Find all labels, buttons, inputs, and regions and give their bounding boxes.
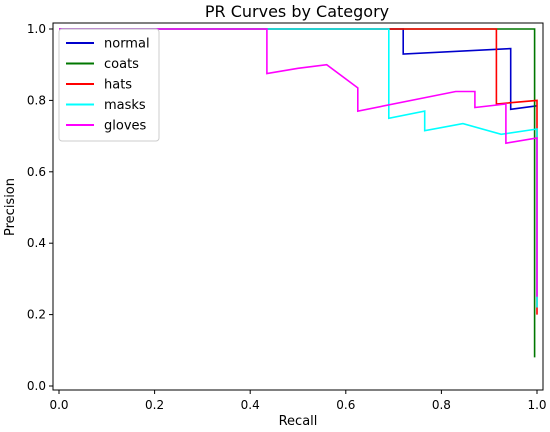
legend-label-normal: normal (104, 37, 150, 52)
y-tick-label-2: 0.4 (27, 236, 46, 250)
x-tick-label-1: 0.2 (145, 398, 164, 412)
x-tick-label-2: 0.4 (241, 398, 260, 412)
y-tick-label-1: 0.2 (27, 308, 46, 322)
y-tick-label-0: 0.0 (27, 379, 46, 393)
x-tick-label-5: 1.0 (527, 398, 546, 412)
y-tick-label-5: 1.0 (27, 22, 46, 36)
series-line-masks (59, 28, 538, 308)
x-tick-label-4: 0.8 (432, 398, 451, 412)
legend-label-masks: masks (104, 98, 146, 113)
y-tick-label-4: 0.8 (27, 93, 46, 107)
series-layer (59, 28, 538, 358)
y-tick-label-3: 0.6 (27, 165, 46, 179)
chart-title: PR Curves by Category (205, 2, 389, 21)
y-axis-label: Precision (3, 178, 18, 236)
legend-label-hats: hats (104, 78, 132, 93)
legend: normal coats hats masks gloves (58, 28, 160, 142)
legend-label-coats: coats (104, 57, 139, 72)
x-tick-label-3: 0.6 (336, 398, 355, 412)
plot-frame (52, 22, 544, 391)
legend-box (58, 28, 160, 142)
legend-label-gloves: gloves (104, 119, 147, 134)
x-axis-label: Recall (279, 414, 318, 429)
x-tick-label-0: 0.0 (49, 398, 68, 412)
axes-layer: 0.0 0.2 0.4 0.6 0.8 1.0 0.0 0.2 0.4 0.6 0.8 1.0 (27, 22, 547, 412)
series-line-gloves (59, 28, 538, 297)
